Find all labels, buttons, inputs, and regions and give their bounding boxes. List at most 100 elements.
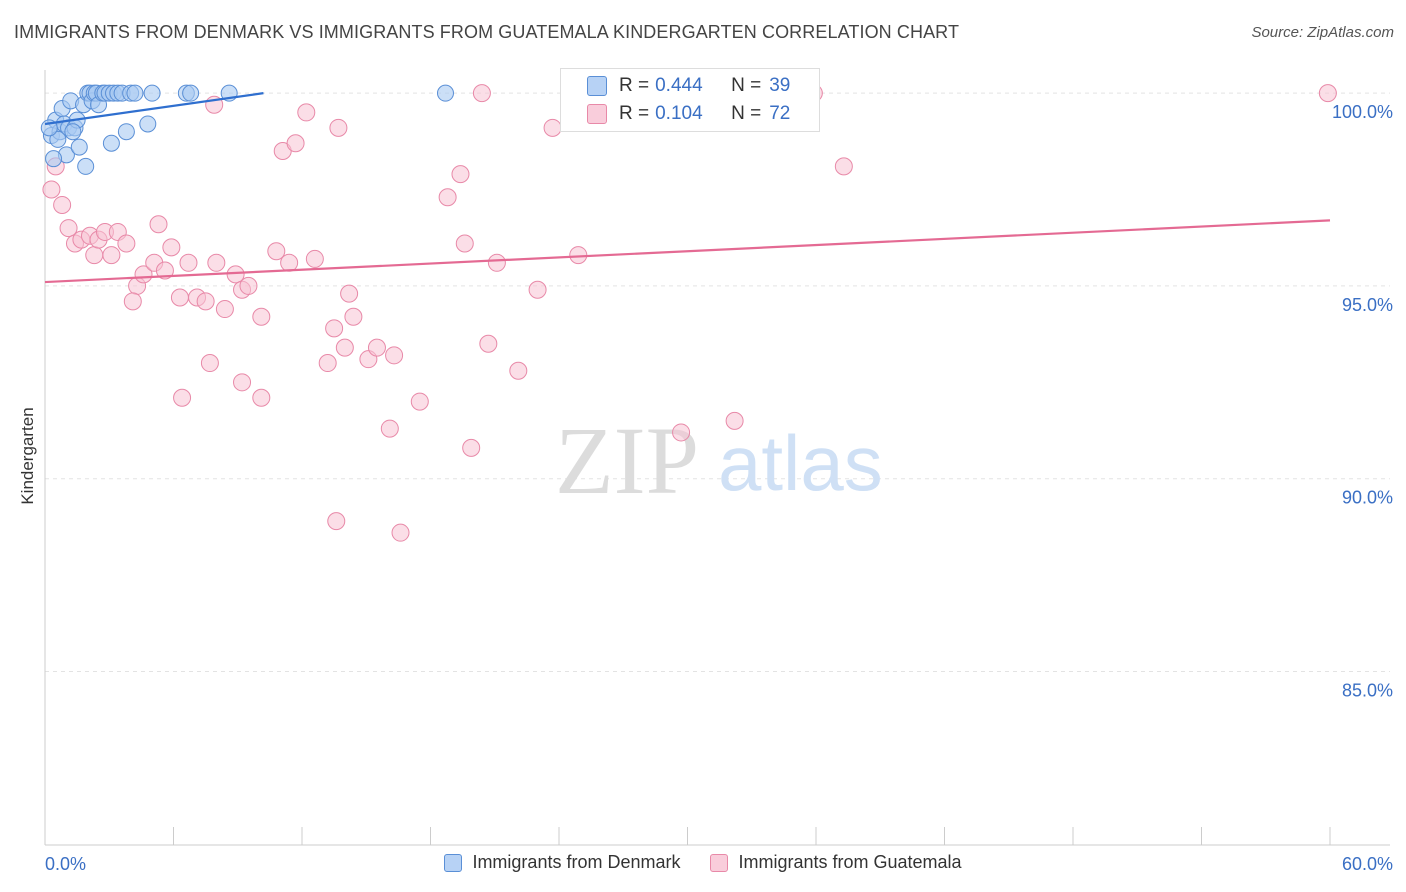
guatemala-point bbox=[196, 292, 215, 311]
guatemala-point bbox=[725, 411, 744, 430]
guatemala-point bbox=[438, 188, 457, 207]
denmark-point bbox=[126, 84, 144, 102]
denmark-point bbox=[102, 134, 120, 152]
y-tick-label: 100.0% bbox=[1332, 102, 1393, 122]
guatemala-point bbox=[252, 388, 271, 407]
guatemala-point bbox=[528, 280, 547, 299]
guatemala-point bbox=[329, 118, 348, 137]
source-label: Source: ZipAtlas.com bbox=[1251, 24, 1394, 41]
guatemala-point bbox=[252, 307, 271, 326]
denmark-point bbox=[117, 123, 135, 141]
bottom-legend: Immigrants from Denmark Immigrants from … bbox=[0, 852, 1406, 873]
guatemala-point bbox=[123, 292, 142, 311]
guatemala-point bbox=[543, 118, 562, 137]
guatemala-point bbox=[149, 215, 168, 234]
guatemala-trend-line bbox=[44, 219, 1331, 284]
guatemala-point bbox=[451, 165, 470, 184]
denmark-point bbox=[77, 157, 95, 175]
guatemala-point bbox=[297, 103, 316, 122]
denmark-point bbox=[182, 84, 200, 102]
n-value-denmark: 39 bbox=[769, 75, 791, 96]
guatemala-point bbox=[410, 392, 429, 411]
denmark-swatch bbox=[587, 76, 607, 96]
guatemala-point bbox=[280, 253, 299, 272]
legend-label-denmark: Immigrants from Denmark bbox=[472, 852, 681, 872]
guatemala-point bbox=[305, 249, 324, 268]
stats-row-denmark: R = 0.444 N = 39 bbox=[587, 75, 790, 97]
guatemala-point bbox=[509, 361, 528, 380]
guatemala-point bbox=[327, 512, 346, 531]
guatemala-swatch bbox=[587, 104, 607, 124]
watermark-zip: ZIP bbox=[555, 407, 699, 514]
guatemala-point bbox=[173, 388, 192, 407]
guatemala-point bbox=[162, 238, 181, 257]
n-value-guatemala: 72 bbox=[769, 103, 791, 124]
guatemala-point bbox=[672, 423, 691, 442]
guatemala-point bbox=[200, 354, 219, 373]
guatemala-point bbox=[385, 346, 404, 365]
guatemala-point bbox=[325, 319, 344, 338]
guatemala-point bbox=[170, 288, 189, 307]
y-tick-label: 95.0% bbox=[1342, 295, 1393, 315]
guatemala-point bbox=[233, 373, 252, 392]
legend-item-guatemala[interactable]: Immigrants from Guatemala bbox=[710, 852, 962, 873]
denmark-point bbox=[45, 150, 63, 168]
guatemala-point bbox=[462, 438, 481, 457]
guatemala-point bbox=[455, 234, 474, 253]
denmark-point bbox=[70, 138, 88, 156]
guatemala-point bbox=[239, 276, 258, 295]
guatemala-point bbox=[1318, 84, 1337, 103]
denmark-point bbox=[143, 84, 161, 102]
trend-layer bbox=[44, 92, 1331, 284]
r-value-guatemala: 0.104 bbox=[655, 103, 703, 124]
guatemala-point bbox=[479, 334, 498, 353]
denmark-point bbox=[64, 123, 82, 141]
r-value-denmark: 0.444 bbox=[655, 75, 703, 96]
guatemala-point bbox=[487, 253, 506, 272]
guatemala-point bbox=[344, 307, 363, 326]
guatemala-point bbox=[85, 246, 104, 265]
guatemala-point bbox=[59, 219, 78, 238]
guatemala-point bbox=[391, 523, 410, 542]
r-label: R = bbox=[619, 75, 650, 96]
n-label: N = bbox=[731, 75, 762, 96]
guatemala-point bbox=[215, 300, 234, 319]
legend-swatch-denmark bbox=[444, 853, 463, 872]
watermark-atlas: atlas bbox=[718, 419, 883, 507]
stats-legend: R = 0.444 N = 39 R = 0.104 N = 72 bbox=[560, 68, 820, 132]
guatemala-point bbox=[834, 157, 853, 176]
y-tick-label: 90.0% bbox=[1342, 488, 1393, 508]
denmark-point bbox=[139, 115, 157, 133]
legend-label-guatemala: Immigrants from Guatemala bbox=[738, 852, 962, 872]
denmark-points bbox=[40, 84, 454, 175]
guatemala-point bbox=[267, 242, 286, 261]
n-label: N = bbox=[731, 103, 762, 124]
legend-swatch-guatemala bbox=[710, 853, 729, 872]
guatemala-point bbox=[117, 234, 136, 253]
guatemala-point bbox=[179, 253, 198, 272]
guatemala-point bbox=[318, 354, 337, 373]
chart-title: IMMIGRANTS FROM DENMARK VS IMMIGRANTS FR… bbox=[14, 22, 960, 42]
guatemala-point bbox=[286, 134, 305, 153]
guatemala-point bbox=[340, 284, 359, 303]
guatemala-point bbox=[155, 261, 174, 280]
guatemala-point bbox=[207, 253, 226, 272]
y-tick-label: 85.0% bbox=[1342, 680, 1393, 700]
denmark-point bbox=[436, 84, 454, 102]
denmark-trend-line bbox=[44, 92, 264, 126]
guatemala-point bbox=[367, 338, 386, 357]
axes-layer bbox=[44, 70, 1390, 846]
guatemala-point bbox=[380, 419, 399, 438]
guatemala-point bbox=[335, 338, 354, 357]
guatemala-point bbox=[569, 246, 588, 265]
stats-row-guatemala: R = 0.104 N = 72 bbox=[587, 103, 790, 125]
legend-item-denmark[interactable]: Immigrants from Denmark bbox=[444, 852, 680, 873]
r-label: R = bbox=[619, 103, 650, 124]
tick-labels: 100.0% 95.0% 90.0% 85.0% 0.0% 60.0% bbox=[45, 102, 1393, 874]
guatemala-point bbox=[102, 246, 121, 265]
watermark: ZIP atlas bbox=[555, 407, 883, 514]
guatemala-point bbox=[53, 195, 72, 214]
guatemala-point bbox=[42, 180, 61, 199]
x-tick-label: 60.0% bbox=[1342, 854, 1393, 874]
